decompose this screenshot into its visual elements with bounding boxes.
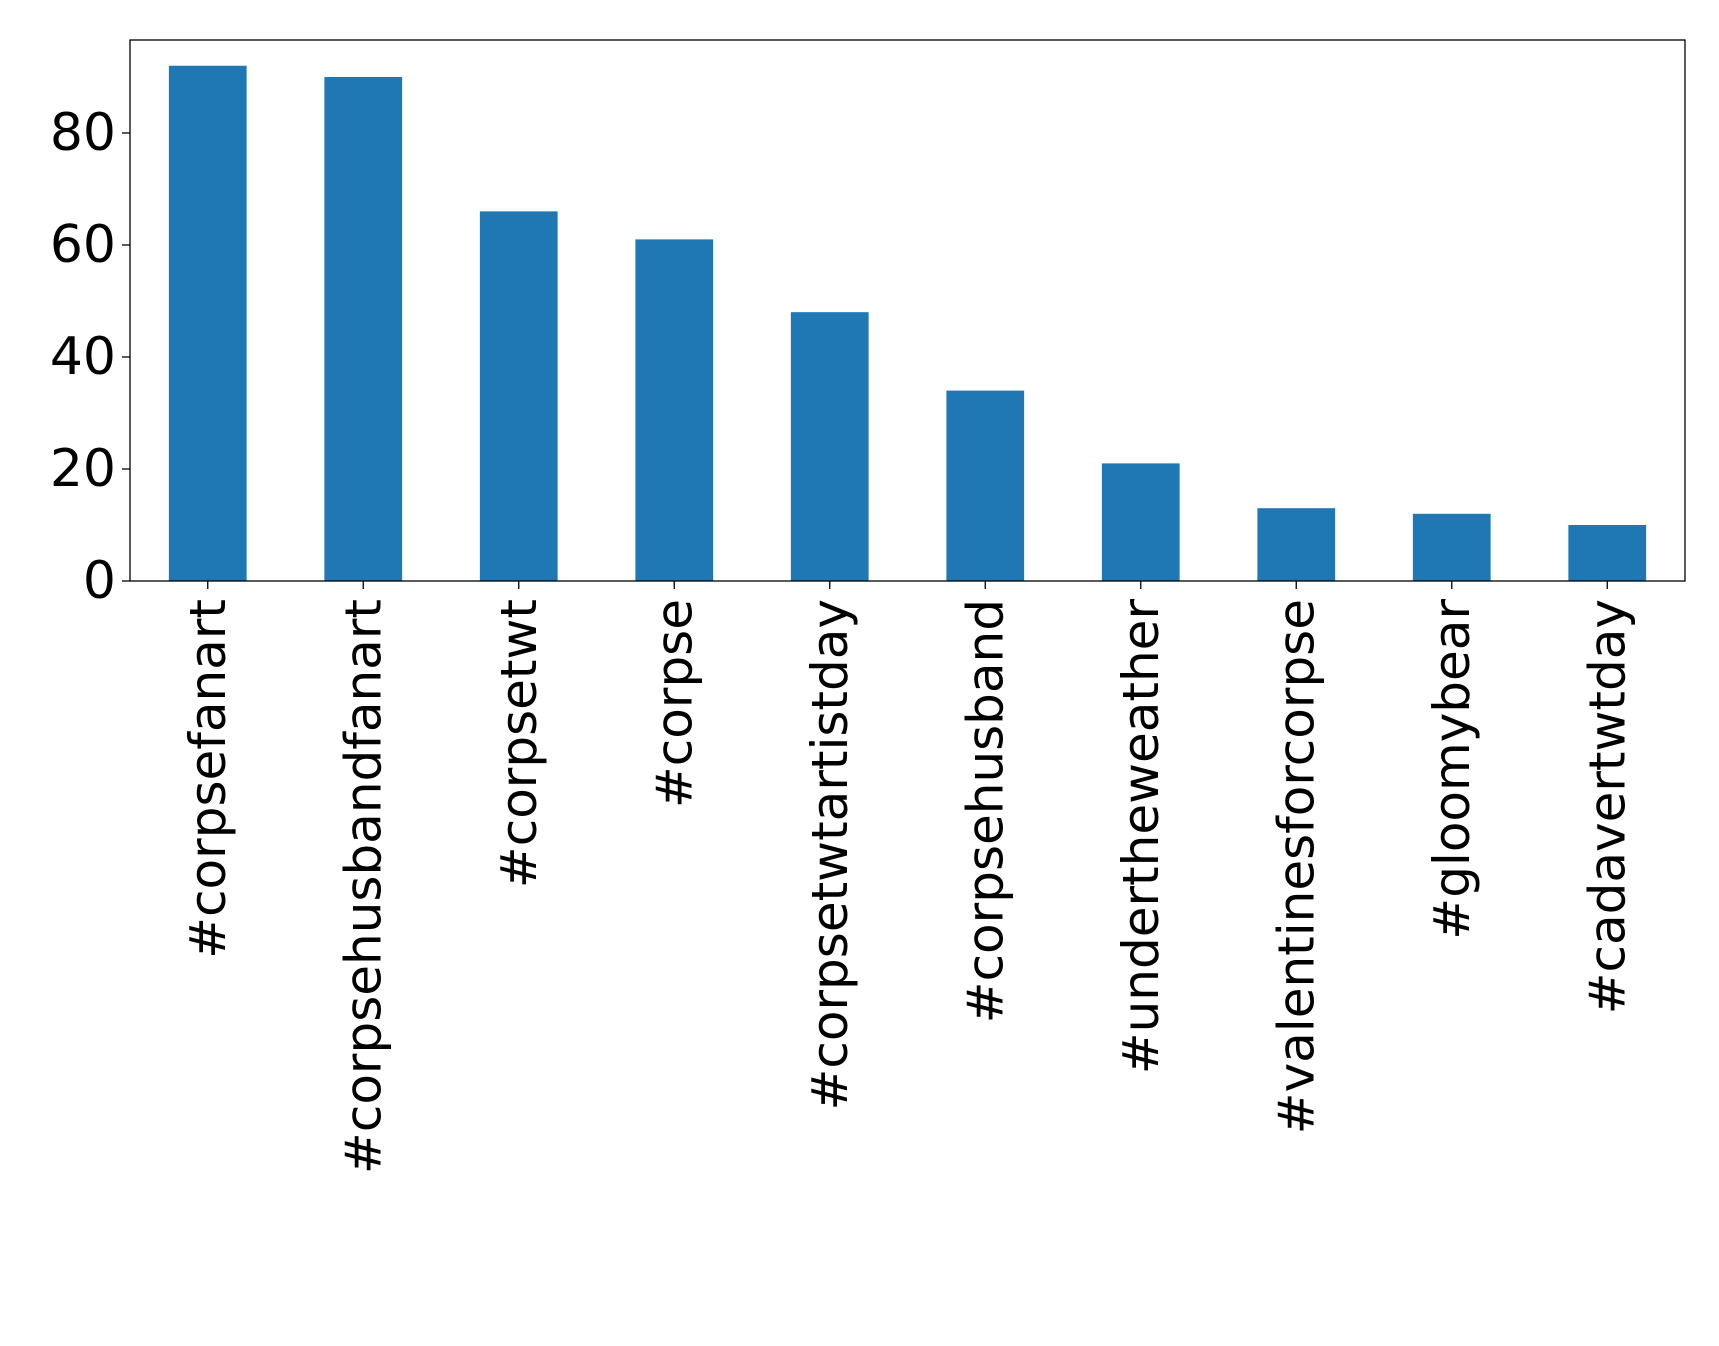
- x-tick-label: #corpse: [645, 599, 703, 808]
- bar: [1101, 463, 1180, 581]
- x-tick-label: #undertheweather: [1112, 599, 1170, 1075]
- x-tick-label: #corpsefanart: [179, 599, 237, 959]
- x-tick-label: #corpsehusband: [956, 599, 1014, 1023]
- bar: [1412, 513, 1491, 581]
- x-tick-label: #gloomybear: [1423, 599, 1481, 940]
- bar: [1257, 508, 1336, 581]
- y-tick-label: 80: [50, 103, 116, 163]
- y-tick-label: 0: [83, 551, 116, 611]
- y-tick-label: 40: [50, 327, 116, 387]
- y-tick-label: 60: [50, 215, 116, 275]
- x-tick-label: #corpsehusbandfanart: [334, 599, 392, 1174]
- bar: [479, 211, 558, 581]
- bar: [324, 76, 403, 581]
- y-tick-label: 20: [50, 439, 116, 499]
- bar: [946, 390, 1025, 581]
- bar: [790, 312, 869, 581]
- plot-area-frame: [129, 39, 1686, 582]
- x-tick-label: #corpsetwt: [490, 599, 548, 888]
- axis-ticks: #corpsefanart #corpsehusbandfanart #corpse…: [50, 103, 1636, 1174]
- x-tick-label: #corpsetwtartistday: [801, 599, 859, 1111]
- x-tick-label: #cadavertwtday: [1578, 599, 1636, 1014]
- bars-layer: [168, 65, 1647, 581]
- bar: [635, 239, 714, 581]
- bar: [1568, 524, 1647, 581]
- bar: [168, 65, 247, 581]
- x-tick-label: #valentinesforcorpse: [1267, 599, 1325, 1134]
